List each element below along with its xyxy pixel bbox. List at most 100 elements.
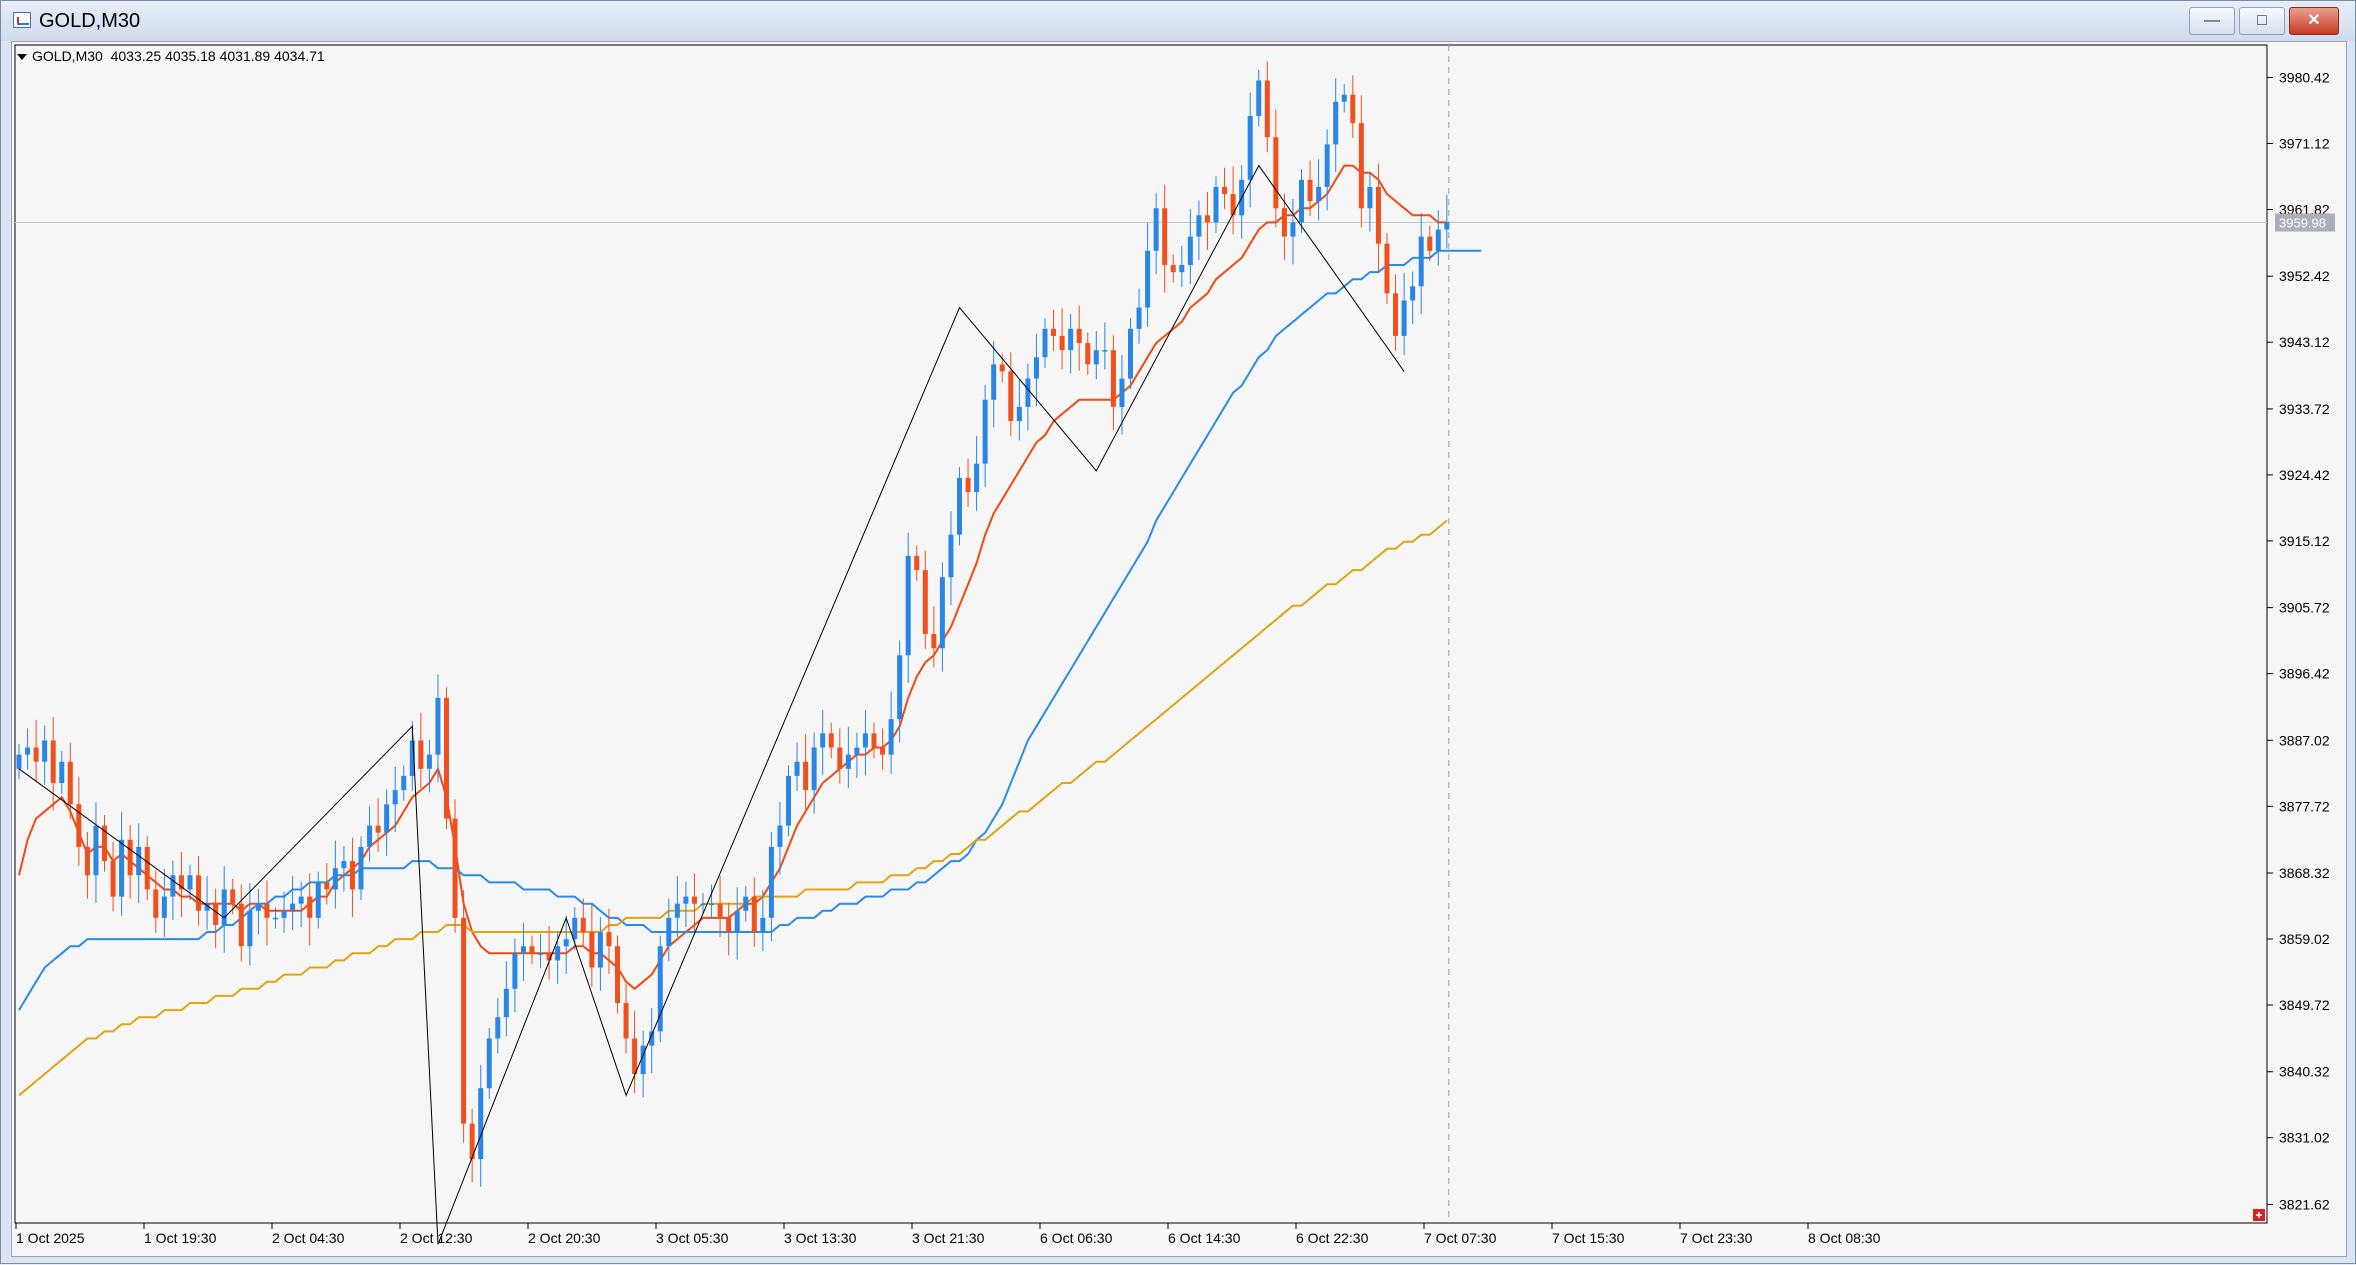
candle-body: [914, 555, 920, 571]
candle-body: [1204, 215, 1210, 223]
x-tick-label: 1 Oct 2025: [16, 1230, 85, 1246]
candle: [444, 687, 449, 830]
candle: [213, 888, 219, 949]
candle-body: [76, 804, 82, 847]
candle-body: [991, 364, 997, 400]
candle: [33, 719, 39, 781]
candle: [871, 722, 877, 759]
moving-average-line-1: [18, 164, 1447, 991]
candle-body: [974, 463, 980, 493]
candle-body: [1145, 250, 1151, 308]
y-tick-label: 3952.42: [2279, 268, 2330, 284]
candle-body: [734, 910, 740, 933]
candle: [717, 875, 723, 938]
zigzag-line: [18, 164, 1405, 1245]
candle-body: [939, 577, 945, 649]
dropdown-triangle-icon[interactable]: [17, 54, 27, 61]
candle-body: [1350, 94, 1356, 124]
candle-body: [238, 903, 244, 947]
chart-window-icon: [13, 12, 31, 28]
candle-body: [136, 846, 142, 876]
candle: [615, 935, 620, 1014]
title-bar[interactable]: GOLD,M30 — □ ✕: [1, 1, 2355, 41]
candle-body: [674, 903, 680, 918]
candle-body: [1299, 179, 1304, 223]
candle: [563, 915, 569, 974]
candle-body: [520, 946, 526, 954]
candle: [1427, 225, 1433, 262]
candle-body: [1128, 328, 1133, 379]
candle-body: [905, 555, 911, 656]
candle-body: [307, 896, 313, 918]
candle: [1145, 223, 1151, 327]
candle-body: [1427, 236, 1433, 251]
candle-body: [1435, 229, 1441, 251]
chart-symbol-info[interactable]: GOLD,M30 4033.25 4035.18 4031.89 4034.71: [17, 48, 325, 64]
chart-symbol: GOLD,M30: [32, 48, 103, 64]
candle: [1316, 159, 1322, 221]
candle: [1042, 318, 1048, 368]
candle: [760, 890, 766, 952]
candle-body: [709, 903, 715, 906]
candle: [640, 1030, 646, 1098]
candle-body: [67, 761, 73, 805]
candle-body: [1247, 115, 1253, 180]
chart-area[interactable]: [11, 41, 2347, 1257]
y-tick-label: 3980.42: [2279, 70, 2330, 86]
minimize-button[interactable]: —: [2189, 7, 2235, 35]
maximize-button[interactable]: □: [2239, 7, 2285, 35]
candle: [144, 836, 150, 901]
x-tick-label: 7 Oct 23:30: [1680, 1230, 1753, 1246]
candle-body: [461, 917, 467, 1124]
y-tick-label: 3905.72: [2279, 600, 2330, 616]
candle-body: [401, 775, 407, 791]
candle: [1418, 213, 1424, 314]
candle-body: [1264, 80, 1270, 138]
y-tick-label: 3915.12: [2279, 533, 2330, 549]
candle: [1299, 169, 1304, 234]
candle: [1350, 75, 1356, 138]
candle: [59, 751, 65, 794]
candle: [691, 873, 697, 932]
candle-body: [1136, 307, 1142, 329]
candle: [1162, 184, 1168, 293]
candle: [1051, 309, 1057, 351]
candle: [709, 884, 715, 919]
candle-body: [572, 917, 578, 940]
candle: [1204, 191, 1210, 251]
x-tick-label: 2 Oct 20:30: [528, 1230, 601, 1246]
close-button[interactable]: ✕: [2289, 7, 2339, 35]
candle: [315, 871, 321, 929]
candle-body: [1187, 236, 1193, 265]
candle: [469, 1108, 475, 1183]
candle-body: [632, 1038, 638, 1074]
candle: [854, 732, 860, 779]
candle-body: [1025, 378, 1031, 407]
current-price-label: 3959.98: [2279, 216, 2326, 231]
candle-body: [1085, 343, 1091, 365]
candle-body: [409, 740, 415, 776]
candle-body: [1316, 186, 1322, 202]
candle: [845, 726, 851, 788]
candle: [1170, 254, 1176, 283]
candle: [700, 893, 706, 915]
candle: [127, 824, 133, 899]
candle-body: [478, 1088, 484, 1160]
candle: [734, 887, 740, 960]
candle: [221, 866, 227, 953]
candle: [84, 831, 90, 899]
candle: [657, 935, 663, 1043]
candle: [187, 864, 193, 901]
candle-body: [1162, 208, 1168, 265]
candle: [478, 1064, 484, 1187]
candle: [1136, 288, 1142, 344]
candle: [255, 888, 261, 935]
candle: [1410, 271, 1416, 324]
candle-body: [358, 846, 364, 890]
candle: [589, 904, 595, 987]
candle-body: [563, 939, 569, 947]
candle-body: [187, 875, 193, 890]
candle-body: [555, 946, 561, 961]
